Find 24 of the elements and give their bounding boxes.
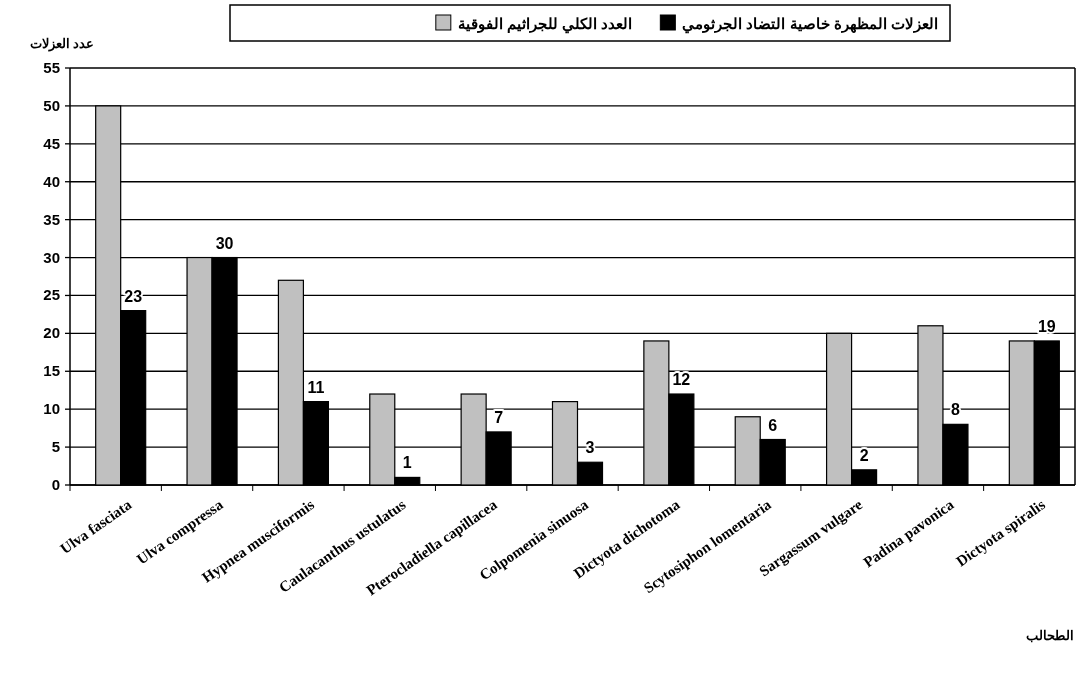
- y-axis-title: عدد العزلات: [29, 36, 95, 52]
- data-label: 11: [307, 378, 325, 396]
- data-label: 2: [859, 446, 869, 464]
- y-tick-label: 20: [43, 324, 60, 342]
- y-tick-label: 0: [51, 476, 60, 493]
- data-label: 19: [1037, 317, 1056, 335]
- y-tick-label: 5: [51, 438, 60, 456]
- legend-label: العدد الكلي للجراثيم الفوقية: [457, 15, 633, 34]
- y-tick-label: 35: [43, 210, 60, 228]
- data-label: 1: [402, 454, 412, 472]
- y-tick-label: 40: [43, 172, 60, 190]
- data-label: 12: [672, 371, 691, 389]
- legend-label: العزلات المظهرة خاصية التضاد الجرثومي: [682, 15, 938, 34]
- y-tick-label: 10: [43, 400, 60, 418]
- data-label: 6: [768, 416, 778, 434]
- y-tick-label: 45: [43, 134, 60, 152]
- data-label: 7: [494, 408, 504, 426]
- y-tick-label: 25: [43, 286, 60, 304]
- y-tick-label: 15: [43, 362, 60, 380]
- y-tick-label: 50: [43, 96, 60, 114]
- x-axis-title: الطحالب: [1026, 628, 1074, 643]
- y-tick-label: 55: [43, 59, 60, 76]
- y-tick-label: 30: [43, 248, 60, 266]
- data-label: 30: [215, 234, 234, 252]
